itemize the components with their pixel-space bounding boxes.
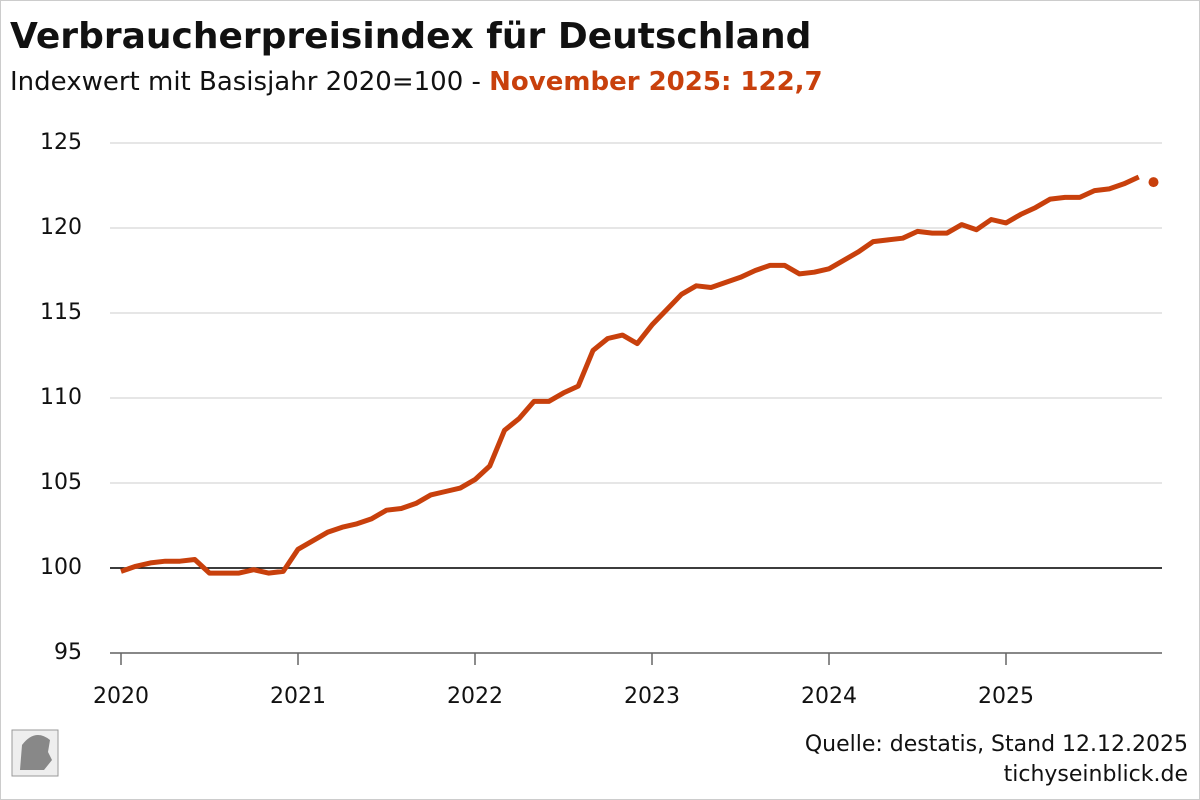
subtitle-text: Indexwert mit Basisjahr 2020=100 - [10,67,481,97]
line [120,174,1140,576]
x-tick-label: 2023 [624,684,680,709]
latest-point [1148,177,1159,188]
y-tick-label: 115 [40,300,82,325]
x-tick-label: 2021 [270,684,326,709]
y-tick-label: 125 [40,130,82,155]
source: Quelle: destatis, Stand 12.12.2025 [805,732,1188,757]
y-tick-label: 100 [40,555,82,580]
x-tick-label: 2025 [978,684,1034,709]
subtitle-highlight: November 2025: 122,7 [489,67,822,97]
y-tick-label: 95 [54,640,82,665]
y-tick-label: 120 [40,215,82,240]
y-tick-label: 105 [40,470,82,495]
x-tick-label: 2022 [447,684,503,709]
logo [11,729,59,777]
x-tick-label: 2024 [801,684,857,709]
site: tichyseinblick.de [1004,762,1188,787]
chart-title: Verbraucherpreisindex für Deutschland [10,16,811,57]
x-tick-label: 2020 [93,684,149,709]
y-tick-label: 110 [40,385,82,410]
chart-subtitle: Indexwert mit Basisjahr 2020=100 - Novem… [10,67,823,97]
